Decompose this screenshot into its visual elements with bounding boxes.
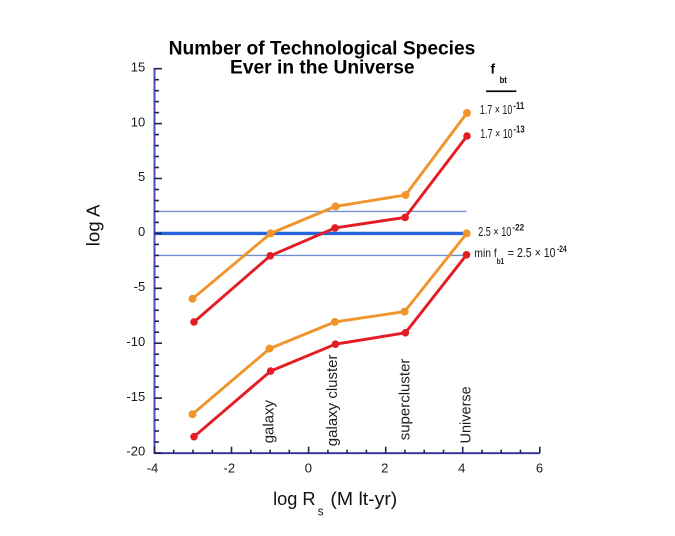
svg-text:Universe: Universe: [459, 386, 475, 443]
svg-text:= 2.5 × 10: = 2.5 × 10: [508, 246, 556, 260]
svg-text:supercluster: supercluster: [397, 359, 414, 441]
svg-text:Number of Technological Specie: Number of Technological Species: [169, 38, 476, 59]
svg-text:-13: -13: [514, 125, 525, 136]
svg-text:f: f: [491, 62, 496, 77]
svg-text:-11: -11: [513, 101, 524, 112]
svg-text:bt: bt: [500, 75, 508, 86]
svg-text:-5: -5: [134, 279, 146, 294]
svg-text:(M lt-yr): (M lt-yr): [330, 488, 397, 509]
svg-text:s: s: [318, 503, 324, 518]
svg-text:0: 0: [305, 460, 312, 475]
svg-text:2: 2: [381, 460, 388, 475]
svg-text:4: 4: [458, 460, 465, 475]
svg-text:2.5 × 10: 2.5 × 10: [478, 224, 511, 239]
svg-text:15: 15: [131, 59, 145, 74]
svg-text:-15: -15: [126, 389, 145, 404]
svg-text:Ever in the Universe: Ever in the Universe: [230, 58, 415, 79]
svg-text:-24: -24: [557, 244, 567, 255]
svg-text:1.7 × 10: 1.7 × 10: [480, 102, 512, 117]
svg-text:b1: b1: [497, 257, 505, 266]
svg-text:6: 6: [536, 460, 543, 475]
svg-text:0: 0: [138, 224, 145, 239]
svg-text:1.7 × 10: 1.7 × 10: [480, 126, 512, 141]
svg-text:min f: min f: [474, 246, 497, 260]
svg-text:10: 10: [131, 114, 145, 129]
svg-text:-22: -22: [512, 222, 524, 233]
svg-text:galaxy: galaxy: [261, 399, 278, 443]
svg-text:5: 5: [138, 169, 145, 184]
svg-text:-10: -10: [126, 334, 145, 349]
svg-text:-4: -4: [147, 460, 159, 475]
svg-text:log R: log R: [273, 488, 316, 509]
svg-text:-2: -2: [224, 460, 236, 475]
svg-text:log A: log A: [82, 204, 103, 246]
svg-text:galaxy cluster: galaxy cluster: [324, 354, 341, 446]
svg-text:-20: -20: [126, 444, 145, 459]
